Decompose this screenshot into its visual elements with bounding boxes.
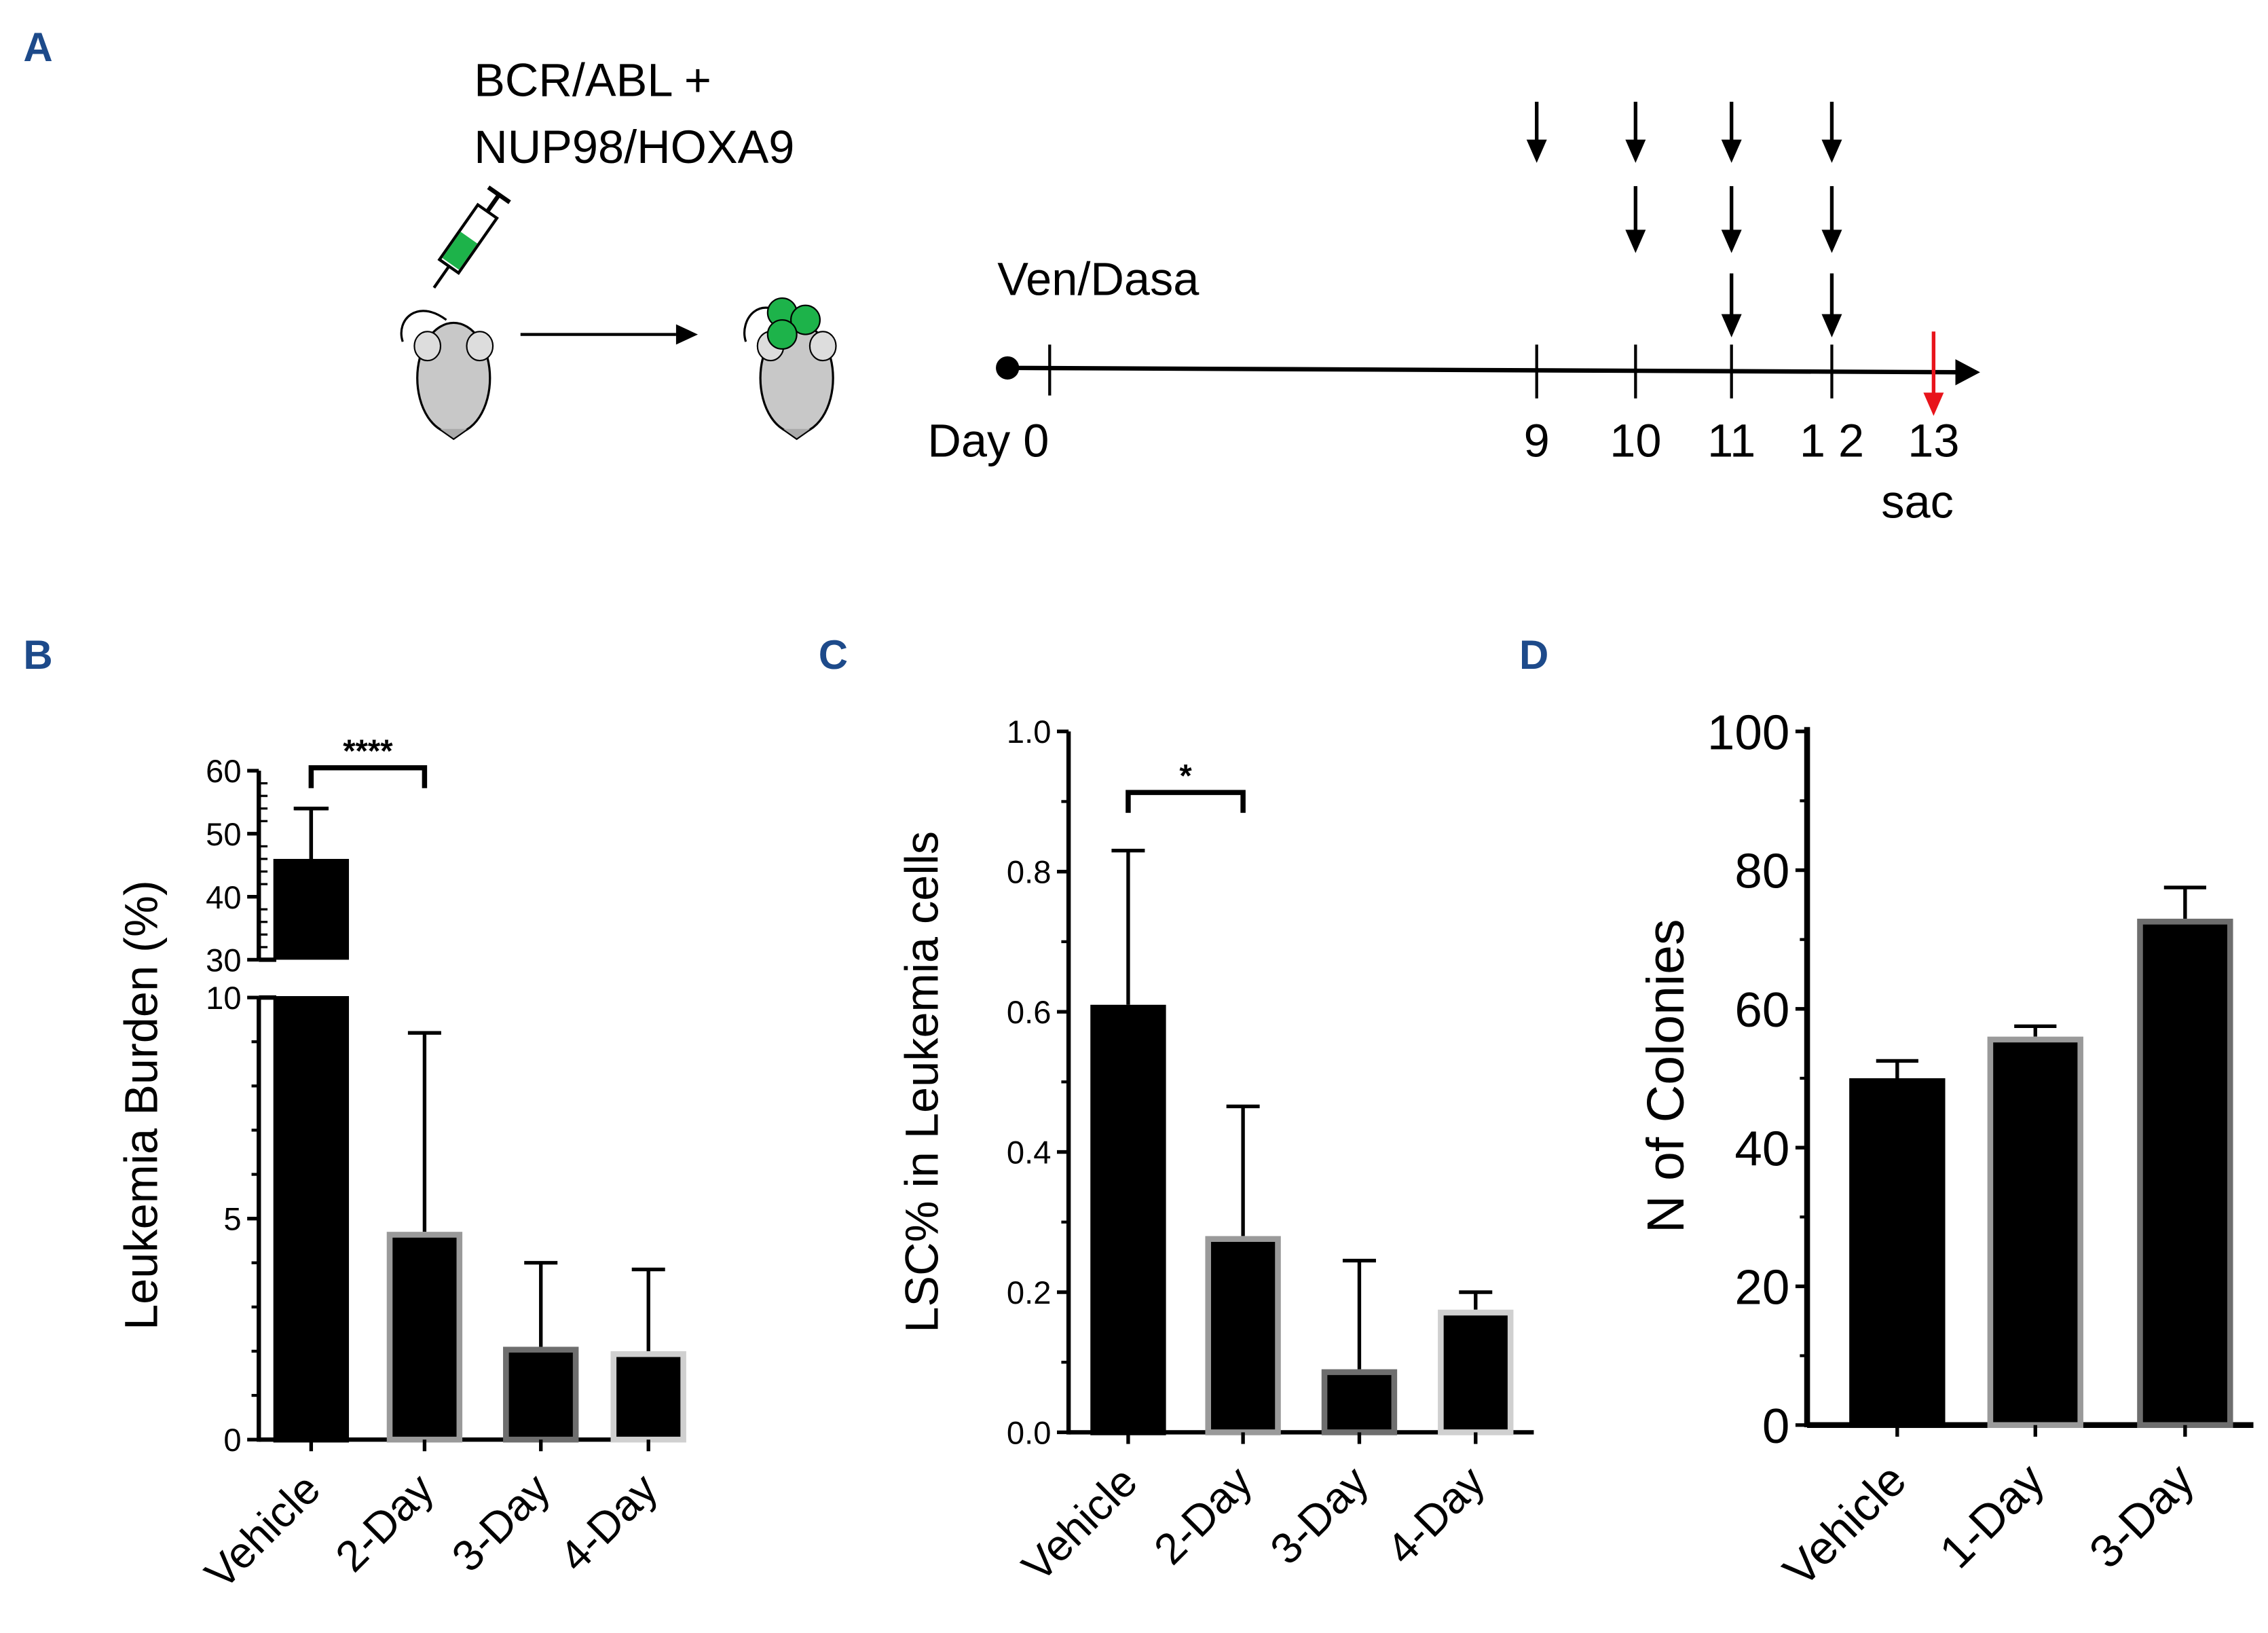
y-tick-label: 50 (206, 816, 241, 852)
panel-label-a: A (23, 24, 52, 70)
y-tick-label: 5 (223, 1201, 241, 1237)
x-tick-label: 1-Day (1929, 1453, 2054, 1578)
bar-2-day (1205, 1236, 1281, 1435)
y-tick-label: 0 (223, 1422, 241, 1458)
y-tick-label: 40 (1734, 1121, 1789, 1176)
y-tick-label: 80 (1734, 844, 1789, 899)
panel-label-d: D (1519, 632, 1548, 678)
dose-arrow-head (1721, 230, 1742, 253)
sac-label: sac (1881, 475, 1954, 528)
leukemic-mouse-icon (743, 297, 837, 441)
y-axis-label: N of Colonies (1637, 919, 1695, 1233)
bar-1-day (1987, 1036, 2083, 1429)
bar-4-day (610, 1351, 686, 1443)
dose-arrow-head (1526, 139, 1547, 163)
x-tick-label: 4-Day (1377, 1457, 1494, 1574)
x-tick-label: 2-Day (1145, 1457, 1261, 1574)
bar-2-day (386, 1232, 463, 1443)
y-tick-label: 20 (1734, 1260, 1789, 1315)
construct-line-1: BCR/ABL + (474, 54, 711, 106)
y-tick-label: 100 (1707, 705, 1789, 760)
significance-bracket (1126, 790, 1246, 813)
x-tick-label: 3-Day (2079, 1453, 2204, 1578)
bar-3-day (1321, 1369, 1398, 1435)
timeline-axis (1007, 365, 1963, 375)
y-tick-label: 60 (206, 753, 241, 789)
bar-3-day (2137, 919, 2233, 1429)
x-tick-label: 2-Day (326, 1464, 443, 1581)
y-tick-label: 1.0 (1007, 714, 1052, 750)
dose-arrow-head (1625, 230, 1646, 253)
y-tick-label: 30 (206, 942, 241, 978)
syringe-icon (432, 185, 511, 289)
x-tick-label: 3-Day (443, 1464, 559, 1581)
significance-label: * (1179, 758, 1192, 794)
x-tick-label: 4-Day (550, 1464, 667, 1581)
y-tick-label: 40 (206, 879, 241, 915)
y-tick-label: 0.2 (1007, 1274, 1052, 1310)
y-tick-label: 0.8 (1007, 854, 1052, 890)
day-label: 13 (1908, 414, 1959, 466)
timeline-days: 9 10 11 1 2 13 (1524, 101, 1959, 466)
y-tick-label: 0 (1762, 1399, 1790, 1454)
bar-vehicle (1849, 1078, 1946, 1429)
x-tick-label: Vehicle (196, 1464, 329, 1598)
bar-3-day (503, 1346, 579, 1443)
bar-vehicle-upper (273, 858, 350, 960)
x-tick-label: Vehicle (1013, 1457, 1147, 1591)
dose-arrow-head (1821, 314, 1842, 337)
construct-line-2: NUP98/HOXA9 (474, 121, 794, 173)
dose-arrow-head (1721, 139, 1742, 163)
mouse-icon (400, 310, 494, 441)
panel-label-b: B (23, 632, 52, 678)
y-tick-label: 60 (1734, 983, 1789, 1038)
y-tick-label: 0.6 (1007, 994, 1052, 1030)
y-tick-label: 10 (206, 980, 241, 1016)
day-label: 1 2 (1800, 414, 1864, 466)
significance-label: **** (343, 733, 393, 769)
day-0-label: Day 0 (927, 414, 1049, 466)
chart-d: 0 20 40 60 80 100 N of Colonies Vehicle 1-Day 3-D… (1637, 705, 2254, 1596)
dose-arrow-head (1625, 139, 1646, 163)
day-label: 10 (1610, 414, 1661, 466)
sac-arrow-head (1923, 392, 1944, 416)
treatment-label: Ven/Dasa (997, 253, 1200, 306)
bar-4-day (1438, 1309, 1514, 1435)
dose-arrow-head (1821, 230, 1842, 253)
bar-vehicle (1090, 1004, 1166, 1435)
dose-arrow-head (1721, 314, 1742, 337)
y-tick-label: 0.4 (1007, 1135, 1052, 1171)
y-axis-label: Leukemia Burden (%) (115, 880, 167, 1330)
dose-arrow-head (1821, 139, 1842, 163)
y-tick-label: 0.0 (1007, 1414, 1052, 1450)
y-axis-label: LSC% in Leukemia cells (895, 831, 948, 1333)
significance-bracket (308, 765, 428, 788)
day-label: 11 (1707, 414, 1755, 466)
day-label: 9 (1524, 414, 1550, 466)
chart-c: 0.0 0.2 0.4 0.6 0.8 1.0 LSC% in Leukemia cells… (895, 714, 1534, 1591)
x-tick-label: Vehicle (1773, 1454, 1916, 1597)
bar-vehicle (273, 994, 350, 1443)
axis-break-gap (272, 961, 351, 996)
panel-label-c: C (819, 632, 848, 678)
x-tick-label: 3-Day (1261, 1457, 1377, 1574)
